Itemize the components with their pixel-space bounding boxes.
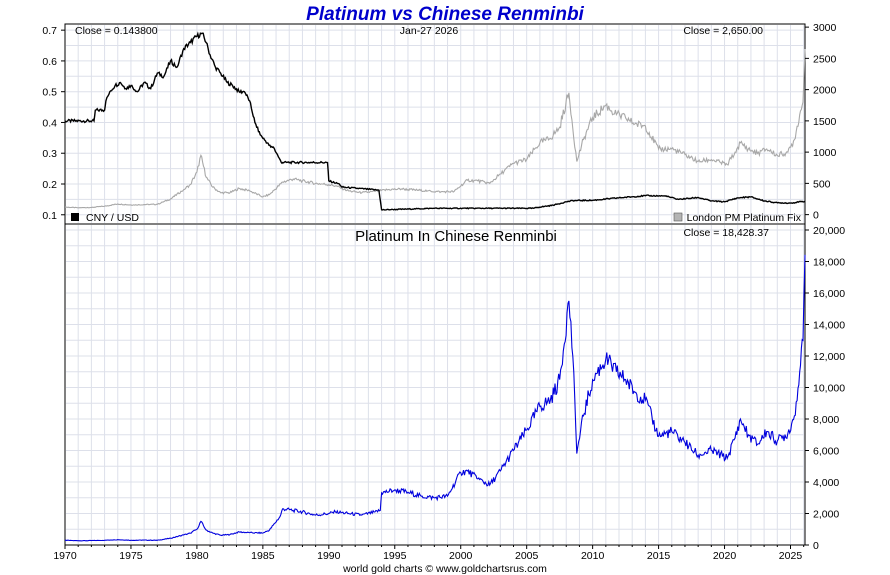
x-axis-tick-label: 2020 [713, 550, 737, 562]
bottom-right-axis-tick-label: 6,000 [813, 446, 839, 458]
top-right-axis-tick-label: 1000 [813, 147, 837, 159]
bottom-right-axis-tick-label: 12,000 [813, 351, 845, 363]
top-right-axis-tick-label: 0 [813, 210, 819, 222]
top-close-right: Close = 2,650.00 [683, 25, 763, 37]
top-panel-frame [64, 23, 806, 225]
bottom-right-axis-tick-label: 20,000 [813, 225, 845, 237]
left-axis-tick-label: 0.1 [42, 210, 57, 222]
left-axis-tick-label: 0.4 [42, 117, 57, 129]
frame-layer [64, 23, 806, 546]
chart-title: Platinum vs Chinese Renminbi [306, 4, 584, 25]
x-axis-tick-label: 1995 [383, 550, 407, 562]
series-layer [64, 31, 806, 542]
x-axis-tick-label: 2005 [515, 550, 539, 562]
legend-platinum-label: London PM Platinum Fix [687, 212, 802, 224]
grid-layer [66, 25, 805, 544]
bottom-right-axis-tick-label: 8,000 [813, 414, 839, 426]
bottom-right-axis-tick-label: 16,000 [813, 288, 845, 300]
top-right-axis-tick-label: 500 [813, 178, 831, 190]
footer-credit: world gold charts © www.goldchartsrus.co… [342, 563, 547, 575]
bottom-right-axis-tick-label: 2,000 [813, 509, 839, 521]
bottom-right-axis-tick-label: 0 [813, 540, 819, 552]
x-axis-tick-label: 1990 [317, 550, 341, 562]
bottom-right-axis-tick-label: 18,000 [813, 257, 845, 269]
top-close-left: Close = 0.143800 [75, 25, 158, 37]
legend-platinum-swatch [673, 212, 683, 222]
legend-cny-label: CNY / USD [86, 212, 139, 224]
date-label: Jan-27 2026 [400, 25, 459, 37]
left-axis-tick-label: 0.2 [42, 179, 57, 191]
left-axis-tick-label: 0.3 [42, 148, 57, 160]
series-cny-usd [64, 31, 806, 211]
series-platinum-in-renminbi [64, 254, 806, 542]
x-axis-tick-label: 2000 [449, 550, 473, 562]
x-axis-tick-label: 1970 [53, 550, 77, 562]
x-axis-tick-label: 2025 [779, 550, 803, 562]
bottom-panel-frame [64, 223, 806, 546]
top-right-axis-tick-label: 2000 [813, 85, 837, 97]
bottom-right-axis-tick-label: 4,000 [813, 477, 839, 489]
x-axis-tick-label: 1980 [185, 550, 209, 562]
left-axis-tick-label: 0.7 [42, 25, 57, 37]
x-axis-tick-label: 1985 [251, 550, 275, 562]
x-axis-tick-label: 2010 [581, 550, 605, 562]
top-right-axis-tick-label: 3000 [813, 22, 837, 34]
left-axis-tick-label: 0.6 [42, 56, 57, 68]
top-right-axis-tick-label: 1500 [813, 116, 837, 128]
legend-cny-swatch [71, 213, 79, 221]
bottom-close-label: Close = 18,428.37 [683, 227, 769, 239]
left-axis-tick-label: 0.5 [42, 87, 57, 99]
bottom-right-axis-tick-label: 14,000 [813, 320, 845, 332]
x-axis-tick-label: 1975 [119, 550, 143, 562]
bottom-right-axis-tick-label: 10,000 [813, 383, 845, 395]
bottom-panel-title: Platinum In Chinese Renminbi [355, 228, 557, 245]
x-axis-tick-label: 2015 [647, 550, 671, 562]
axis-layer: 0.1 0.2 0.3 0.4 0.5 0.6 0.7 0 500 1000 1500 2000 250… [42, 22, 845, 562]
series-london-pm-platinum-fix [65, 48, 806, 209]
top-right-axis-tick-label: 2500 [813, 53, 837, 65]
